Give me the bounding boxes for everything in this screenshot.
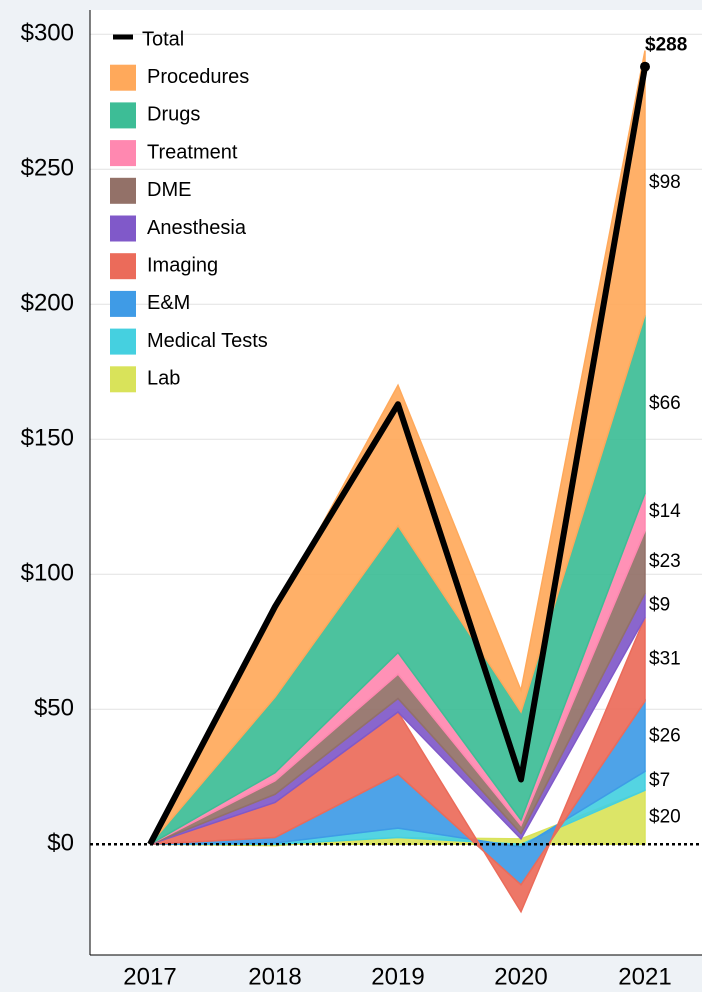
- legend-label: Total: [142, 28, 184, 50]
- y-tick-label: $300: [21, 20, 74, 47]
- value-label: $20: [649, 806, 681, 827]
- legend-swatch: [110, 253, 136, 280]
- legend-label: Procedures: [147, 66, 249, 88]
- legend-swatch: [110, 290, 136, 317]
- y-tick-label: $100: [21, 560, 74, 587]
- value-label: $98: [649, 172, 681, 193]
- legend-label: Lab: [147, 368, 180, 390]
- y-tick-label: $0: [47, 830, 74, 857]
- total-line: [147, 66, 648, 846]
- area: [149, 50, 646, 845]
- x-tick-label: 2019: [371, 963, 424, 990]
- value-label: $9: [649, 594, 670, 615]
- x-tick-label: 2017: [123, 963, 176, 990]
- y-tick-label: $150: [21, 425, 74, 452]
- x-tick-label: 2018: [248, 963, 301, 990]
- legend-swatch: [110, 177, 136, 204]
- legend-swatch: [110, 328, 136, 355]
- legend-swatch: [110, 366, 136, 393]
- y-tick-label: $50: [34, 695, 74, 722]
- legend-label: E&M: [147, 292, 190, 314]
- legend-swatch: [110, 140, 136, 167]
- legend-label: Drugs: [147, 104, 200, 126]
- legend-label: Imaging: [147, 254, 218, 276]
- x-tick-label: 2021: [618, 963, 671, 990]
- legend-swatch: [110, 215, 136, 242]
- value-label: $26: [649, 725, 681, 746]
- value-label: $31: [649, 648, 681, 669]
- value-label: $66: [649, 393, 681, 414]
- total-label: $288: [645, 35, 687, 56]
- total-point: [640, 61, 650, 72]
- legend-swatch: [110, 102, 136, 129]
- legend-swatch: [110, 64, 136, 91]
- legend-label: Medical Tests: [147, 330, 268, 352]
- y-tick-label: $200: [21, 290, 74, 317]
- legend-label: Treatment: [147, 141, 238, 163]
- legend-label: Anesthesia: [147, 217, 247, 239]
- legend-label: DME: [147, 179, 191, 201]
- x-tick-label: 2020: [494, 963, 547, 990]
- value-label: $7: [649, 770, 670, 791]
- y-tick-label: $250: [21, 155, 74, 182]
- value-label: $14: [649, 501, 681, 522]
- value-label: $23: [649, 551, 681, 572]
